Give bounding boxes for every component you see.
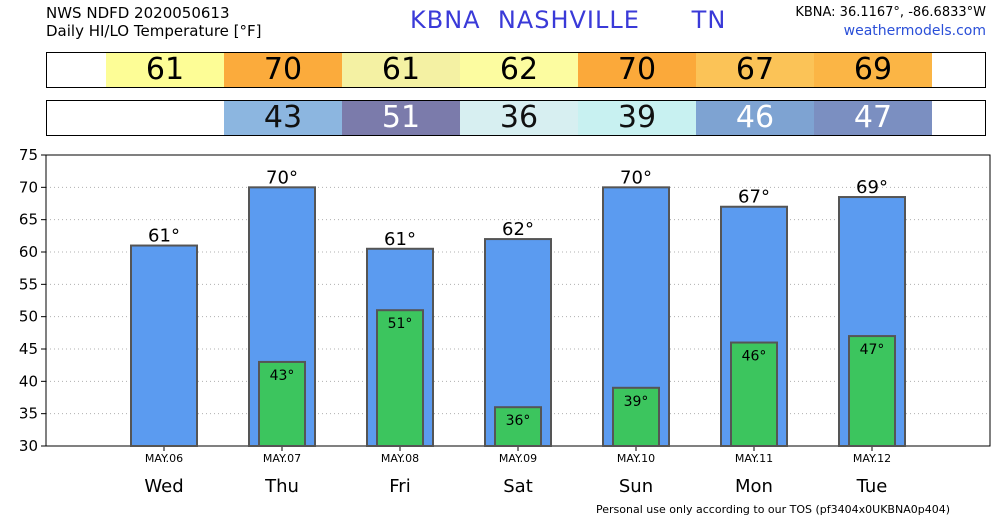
low-bar — [258, 360, 306, 447]
product-label: Daily HI/LO Temperature [°F] — [46, 22, 262, 40]
model-run-label: NWS NDFD 2020050613 — [46, 4, 230, 22]
low-temp-cell: 39 — [578, 101, 696, 135]
day-label: Sun — [619, 476, 653, 497]
coordinates-label: KBNA: 36.1167°, -86.6833°W — [795, 5, 986, 20]
date-label: MAY.09 — [499, 452, 537, 465]
tos-footer: Personal use only according to our TOS (… — [596, 503, 950, 516]
low-temp-strip: 43 51 36 39 46 47 — [46, 100, 986, 136]
y-tick-label: 35 — [19, 405, 38, 423]
high-bar-label: 61° — [384, 229, 416, 250]
low-temp-cell: 47 — [814, 101, 932, 135]
low-bar-label: 51° — [388, 316, 413, 332]
low-temp-cell: 36 — [460, 101, 578, 135]
low-bar — [376, 309, 424, 448]
header-left: NWS NDFD 2020050613 Daily HI/LO Temperat… — [46, 4, 262, 40]
low-temp-cell: 43 — [224, 101, 342, 135]
date-label: MAY.08 — [381, 452, 419, 465]
y-tick-label: 40 — [19, 372, 38, 390]
day-label: Fri — [389, 476, 410, 497]
y-tick-label: 45 — [19, 340, 38, 358]
y-tick-label: 30 — [19, 437, 38, 455]
low-bar — [494, 406, 542, 448]
site-link[interactable]: weathermodels.com — [843, 23, 986, 39]
high-temp-cell: 61 — [342, 53, 460, 87]
day-label: Mon — [735, 476, 773, 497]
low-bar — [848, 335, 896, 448]
high-temp-cell: 67 — [696, 53, 814, 87]
high-temp-cell: 69 — [814, 53, 932, 87]
high-bar-label: 67° — [738, 187, 770, 208]
high-bar-label: 61° — [148, 226, 180, 247]
y-tick-label: 55 — [19, 275, 38, 293]
low-bar-label: 39° — [624, 394, 649, 410]
day-label: Tue — [856, 476, 888, 497]
day-label: Thu — [264, 476, 299, 497]
date-label: MAY.10 — [617, 452, 655, 465]
day-label: Sat — [503, 476, 533, 497]
day-label: Wed — [144, 476, 183, 497]
high-temp-cell: 70 — [578, 53, 696, 87]
date-label: MAY.06 — [145, 452, 183, 465]
date-label: MAY.11 — [735, 452, 773, 465]
low-bar-label: 47° — [860, 342, 885, 358]
low-bar-label: 36° — [506, 413, 531, 429]
header-right: KBNA: 36.1167°, -86.6833°W weathermodels… — [795, 4, 986, 40]
high-bar-label: 70° — [266, 167, 298, 188]
high-bar-label: 69° — [856, 177, 888, 198]
low-temp-cell: 46 — [696, 101, 814, 135]
low-bar-label: 46° — [742, 349, 767, 365]
high-bar — [130, 244, 198, 447]
high-bar-label: 70° — [620, 167, 652, 188]
y-tick-label: 75 — [19, 146, 38, 164]
high-temp-cell: 70 — [224, 53, 342, 87]
high-temp-cell: 61 — [106, 53, 224, 87]
y-tick-label: 70 — [19, 178, 38, 196]
station-title: KBNA NASHVILLE TN — [410, 6, 727, 34]
y-tick-label: 60 — [19, 243, 38, 261]
low-bar-label: 43° — [270, 368, 295, 384]
date-label: MAY.12 — [853, 452, 891, 465]
y-tick-label: 50 — [19, 308, 38, 326]
y-tick-label: 65 — [19, 211, 38, 229]
high-temp-strip: 61 70 61 62 70 67 69 — [46, 52, 986, 88]
low-bar — [612, 386, 660, 447]
date-label: MAY.07 — [263, 452, 301, 465]
low-bar — [730, 341, 778, 447]
low-temp-cell: 51 — [342, 101, 460, 135]
high-bar-label: 62° — [502, 219, 534, 240]
high-temp-cell: 62 — [460, 53, 578, 87]
